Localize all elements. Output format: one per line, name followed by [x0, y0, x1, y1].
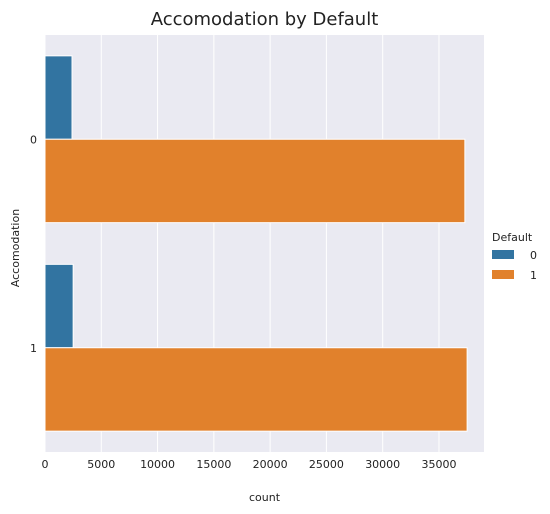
- x-tick-label: 5000: [87, 458, 115, 471]
- y-axis-ticks: 01: [30, 133, 37, 355]
- x-tick-label: 35000: [421, 458, 456, 471]
- legend-label: 0: [530, 249, 537, 262]
- x-tick-label: 0: [42, 458, 49, 471]
- y-axis-label: Accomodation: [9, 209, 22, 287]
- legend-title: Default: [492, 231, 533, 244]
- legend-swatch-0: [492, 250, 514, 259]
- legend-label: 1: [530, 269, 537, 282]
- x-axis-ticks: 0 5000 10000 15000 20000 25000 30000 35000: [42, 458, 457, 471]
- y-tick-label: 1: [30, 342, 37, 355]
- x-tick-label: 25000: [309, 458, 344, 471]
- legend-swatch-1: [492, 270, 514, 279]
- bar-category-0-series-0: [44, 55, 73, 140]
- x-tick-label: 10000: [140, 458, 175, 471]
- x-axis-label: count: [249, 491, 281, 504]
- legend: Default 01: [492, 231, 537, 282]
- x-tick-label: 30000: [365, 458, 400, 471]
- bar-category-0-series-1: [44, 138, 466, 224]
- x-tick-label: 20000: [253, 458, 288, 471]
- x-tick-label: 15000: [196, 458, 231, 471]
- legend-items: 01: [492, 249, 537, 282]
- y-tick-label: 0: [30, 133, 37, 146]
- bar-category-1-series-0: [44, 263, 74, 349]
- chart-title: Accomodation by Default: [151, 9, 379, 30]
- bars: [44, 55, 468, 432]
- bar-category-1-series-1: [44, 347, 468, 432]
